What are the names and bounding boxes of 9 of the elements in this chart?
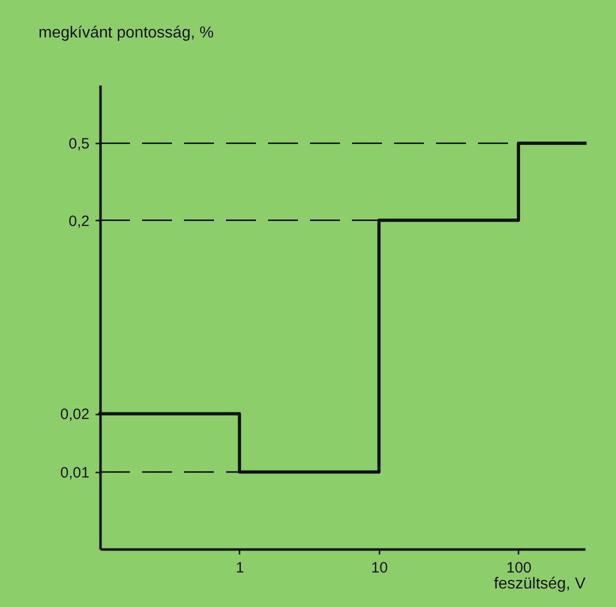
- x-tick-label: 100: [506, 560, 532, 576]
- x-tick-label: 10: [371, 560, 388, 576]
- y-axis-title: megkívánt pontosság, %: [38, 24, 214, 42]
- y-tick-label: 0,2: [68, 212, 90, 230]
- y-tick-label: 0,02: [60, 406, 90, 424]
- x-axis-title: feszültség, V: [494, 576, 586, 592]
- x-tick-label: 1: [236, 560, 244, 576]
- y-tick-label: 0,5: [68, 136, 90, 153]
- y-tick-label: 0,01: [60, 464, 90, 482]
